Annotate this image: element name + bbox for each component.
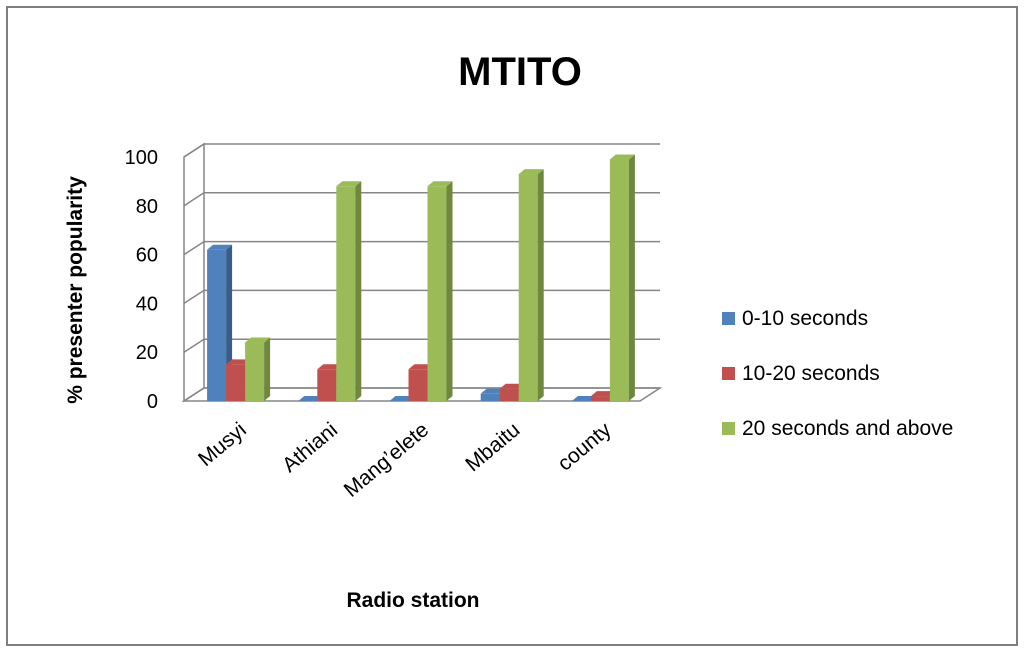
side-wall (183, 142, 205, 403)
bar-top (518, 169, 544, 175)
bar-front (245, 342, 265, 401)
legend-label: 10-20 seconds (742, 362, 880, 385)
bar-front (427, 186, 447, 401)
y-tick-label: 60 (136, 245, 158, 267)
chart-title: MTITO (458, 50, 582, 94)
bar-top (571, 396, 597, 401)
bar-top (207, 244, 233, 250)
bar-top (590, 391, 616, 397)
legend-swatch (722, 367, 735, 380)
bar-top (245, 337, 271, 343)
bar-front (317, 369, 337, 401)
bar (571, 396, 597, 401)
bar-front (207, 249, 227, 401)
y-tick-label: 20 (136, 342, 158, 364)
bar-side (628, 154, 635, 401)
bar-front (518, 174, 538, 401)
bar (245, 337, 271, 401)
x-category-label: Athiani (278, 418, 342, 477)
legend-item: 0-10 seconds (722, 307, 868, 330)
bar-top (427, 181, 453, 187)
bar-top (609, 154, 635, 160)
bar-front (408, 369, 428, 401)
legend-item: 10-20 seconds (722, 362, 880, 385)
bar-front (480, 393, 500, 401)
bar (609, 154, 635, 401)
legend-item: 20 seconds and above (722, 417, 953, 440)
y-tick-label: 100 (125, 147, 158, 169)
bar (336, 181, 362, 401)
y-tick-label: 40 (136, 293, 158, 315)
y-tick-label: 80 (136, 196, 158, 218)
gridline (183, 240, 660, 256)
bar-front (226, 364, 246, 401)
x-category-label: Musyi (194, 418, 251, 471)
bar-top (336, 181, 362, 187)
bar-top (298, 396, 324, 401)
bar-top (226, 359, 252, 365)
bar-top (499, 383, 525, 389)
legend-label: 0-10 seconds (742, 307, 868, 330)
x-category-label: county (553, 418, 616, 476)
bar-front (609, 159, 629, 401)
bar-side (355, 181, 362, 401)
legend: 0-10 seconds 10-20 seconds 20 seconds and … (722, 307, 953, 440)
bar-top (408, 364, 434, 370)
bar (518, 169, 544, 401)
legend-swatch (722, 422, 735, 435)
y-tick-label: 0 (147, 391, 158, 413)
bar-side (537, 169, 544, 401)
gridline (183, 338, 660, 353)
bar (298, 396, 324, 401)
gridline (183, 143, 660, 158)
gridline (183, 192, 660, 207)
bar-side (264, 337, 271, 401)
chart-frame (6, 6, 1018, 646)
bar (207, 244, 233, 401)
x-category-label: Mang’elete (340, 418, 433, 502)
legend-swatch (722, 312, 735, 325)
x-axis-title: Radio station (346, 589, 479, 612)
bar (427, 181, 453, 401)
bar-side (446, 181, 453, 401)
gridline (183, 289, 660, 305)
legend-label: 20 seconds and above (742, 417, 953, 440)
bar-top (480, 388, 506, 394)
bar-top (389, 396, 415, 401)
bar (389, 396, 415, 401)
bar-front (499, 388, 519, 401)
y-axis-title: % presenter popularity (64, 176, 87, 404)
bar-top (317, 364, 343, 370)
x-category-label: Mbaitu (461, 418, 524, 476)
bar-front (590, 396, 610, 401)
bar-front (336, 186, 356, 401)
